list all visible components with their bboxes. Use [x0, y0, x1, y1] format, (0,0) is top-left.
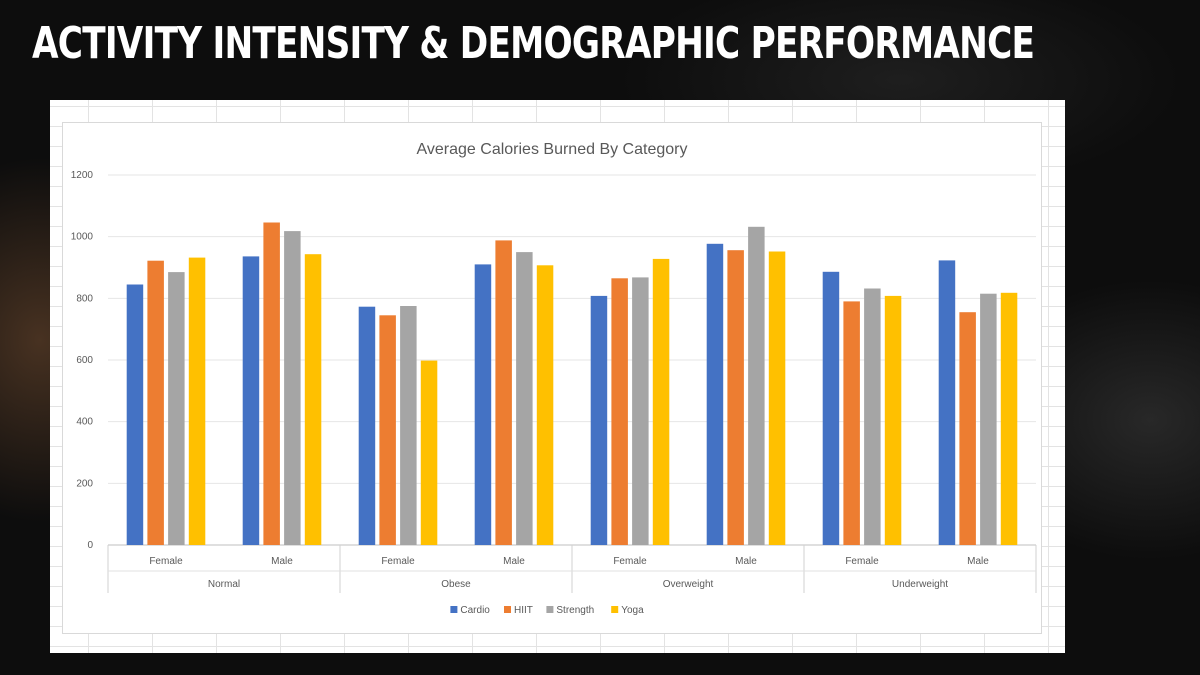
bars: [126, 222, 1018, 546]
x-category-label: Female: [149, 556, 183, 567]
x-category-label: Female: [845, 556, 879, 567]
bar-cardio-2[interactable]: [358, 306, 376, 545]
bar-cardio-5[interactable]: [706, 243, 724, 546]
bar-hiit-2[interactable]: [379, 315, 396, 545]
bar-hiit-6[interactable]: [843, 301, 860, 545]
y-tick-label: 1000: [71, 232, 94, 243]
bar-strength-4[interactable]: [632, 277, 649, 545]
bar-hiit-1[interactable]: [263, 222, 280, 546]
legend-label-yoga: Yoga: [621, 605, 644, 616]
bar-strength-6[interactable]: [864, 288, 881, 546]
x-group-label: Normal: [208, 579, 240, 590]
x-category-label: Male: [503, 556, 525, 567]
legend-label-strength: Strength: [556, 605, 594, 616]
legend-swatch-yoga: [611, 606, 619, 613]
bar-hiit-7[interactable]: [959, 312, 976, 545]
bar-cardio-0[interactable]: [126, 284, 144, 546]
y-tick-label: 600: [76, 355, 93, 366]
x-group-label: Obese: [441, 579, 471, 590]
legend-label-hiit: HIIT: [514, 605, 533, 616]
bar-cardio-1[interactable]: [242, 256, 260, 545]
bar-yoga-5[interactable]: [768, 251, 786, 546]
legend[interactable]: Cardio HIIT Strength Yoga: [450, 605, 644, 616]
x-group-label: Overweight: [663, 579, 714, 590]
bar-hiit-0[interactable]: [147, 260, 164, 545]
x-category-label: Female: [381, 556, 415, 567]
bar-yoga-7[interactable]: [1000, 292, 1018, 545]
x-category-label: Female: [613, 556, 647, 567]
bar-cardio-4[interactable]: [590, 295, 608, 545]
x-category-label: Male: [967, 556, 989, 567]
y-axis: 0 200 400 600 800 1000 1200: [71, 170, 94, 551]
bar-strength-5[interactable]: [748, 226, 765, 546]
x-group-label: Underweight: [892, 579, 948, 590]
bar-yoga-1[interactable]: [304, 254, 322, 545]
bar-yoga-2[interactable]: [420, 360, 438, 545]
x-category-label: Male: [735, 556, 757, 567]
chart-title: Average Calories Burned By Category: [417, 141, 688, 158]
slide-title: ACTIVITY INTENSITY & DEMOGRAPHIC PERFORM…: [32, 18, 1035, 69]
bar-yoga-4[interactable]: [652, 258, 670, 545]
bar-cardio-3[interactable]: [474, 264, 492, 545]
x-axis: Female Male Female Male Female Male Female Male…: [107, 545, 1037, 593]
legend-swatch-strength: [546, 606, 554, 613]
spreadsheet-area: Average Calories Burned By Category 0 200…: [50, 100, 1065, 653]
bar-strength-2[interactable]: [400, 306, 417, 545]
legend-label-cardio: Cardio: [460, 605, 490, 616]
bar-hiit-3[interactable]: [495, 240, 512, 545]
legend-swatch-hiit: [504, 606, 511, 613]
y-tick-label: 200: [76, 478, 93, 489]
legend-swatch-cardio: [450, 606, 458, 613]
bar-yoga-0[interactable]: [188, 257, 206, 545]
bar-strength-7[interactable]: [980, 293, 997, 545]
bar-strength-0[interactable]: [168, 272, 185, 545]
bar-hiit-5[interactable]: [727, 250, 744, 545]
chart-area[interactable]: Average Calories Burned By Category 0 200…: [62, 122, 1042, 634]
bar-strength-1[interactable]: [284, 231, 301, 545]
gridlines: [108, 174, 1036, 546]
bar-hiit-4[interactable]: [611, 278, 628, 545]
bar-chart: Average Calories Burned By Category 0 200…: [71, 141, 1037, 616]
bar-cardio-6[interactable]: [822, 271, 840, 545]
bar-yoga-6[interactable]: [884, 295, 902, 545]
y-tick-label: 800: [76, 293, 93, 304]
y-tick-label: 0: [87, 540, 93, 551]
x-category-label: Male: [271, 556, 293, 567]
y-tick-label: 1200: [71, 170, 94, 181]
bar-cardio-7[interactable]: [938, 260, 956, 545]
y-tick-label: 400: [76, 417, 93, 428]
bar-strength-3[interactable]: [516, 252, 533, 545]
bar-yoga-3[interactable]: [536, 265, 554, 545]
